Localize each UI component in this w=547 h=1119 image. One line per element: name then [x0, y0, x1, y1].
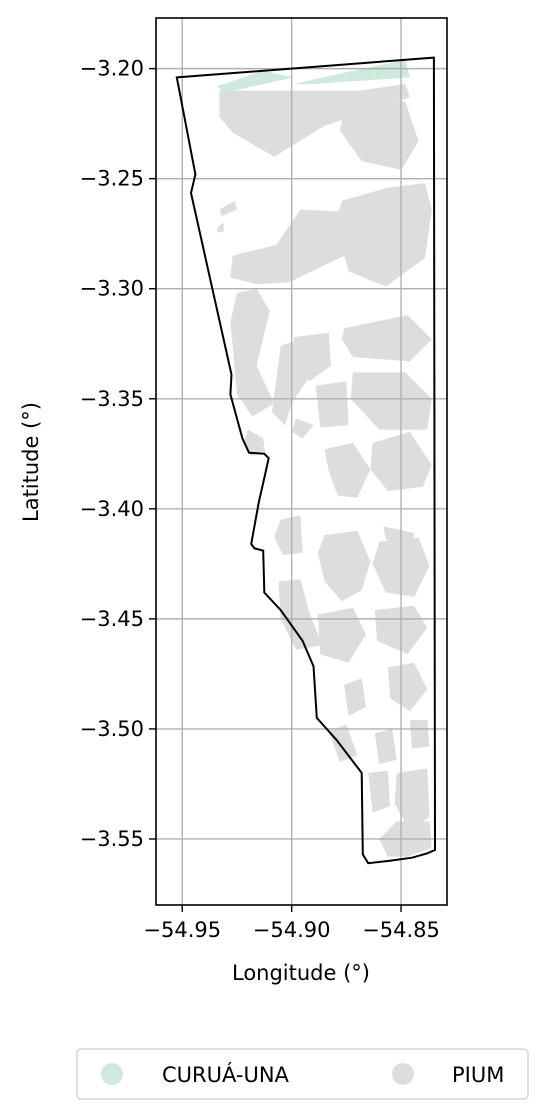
pium-area — [272, 339, 310, 426]
pium-area — [217, 222, 224, 233]
grid-lines — [156, 18, 447, 905]
municipality-boundary — [175, 56, 437, 865]
legend-frame — [76, 1048, 529, 1100]
y-axis-label: Latitude (°) — [19, 402, 43, 522]
y-tick-label: −3.20 — [80, 57, 144, 81]
pium-area — [344, 678, 366, 716]
pium-area — [350, 372, 432, 430]
y-tick-label: −3.30 — [80, 277, 144, 301]
curua-una-area — [293, 59, 410, 84]
y-tick-label: −3.40 — [80, 497, 144, 521]
x-tick-label: −54.85 — [362, 918, 440, 942]
legend-label-pium: PIUM — [452, 1063, 504, 1087]
x-tick-label: −54.90 — [253, 918, 331, 942]
y-tick-label: −3.55 — [80, 827, 144, 851]
y-axis: −3.20 −3.25 −3.30 −3.35 −3.40 −3.45 −3.50 −3.55 — [80, 57, 156, 851]
pium-area — [387, 662, 428, 712]
pium-area — [339, 99, 419, 170]
pium-area — [374, 728, 397, 765]
plot-frame — [155, 17, 448, 906]
pium-area — [335, 183, 432, 287]
pium-area — [230, 209, 345, 285]
x-axis-label: Longitude (°) — [232, 961, 370, 985]
pium-area — [368, 770, 391, 813]
pium-area — [315, 381, 349, 428]
pium-area — [278, 579, 323, 650]
pium-area — [324, 442, 371, 498]
y-tick-label: −3.25 — [80, 167, 144, 191]
pium-area — [219, 200, 237, 217]
pium-area — [317, 530, 371, 602]
pium-area — [342, 315, 432, 362]
x-axis: −54.95 −54.90 −54.85 — [143, 905, 440, 942]
legend: CURUÁ-UNA PIUM — [76, 1048, 529, 1100]
curua-una-area — [217, 70, 294, 93]
pium-area — [317, 607, 366, 663]
pium-area — [328, 724, 358, 762]
pium-areas-layer — [217, 84, 432, 857]
pium-area — [230, 288, 275, 417]
x-tick-label: −54.95 — [143, 918, 221, 942]
y-tick-label: −3.45 — [80, 607, 144, 631]
y-tick-label: −3.50 — [80, 717, 144, 741]
pium-area — [409, 720, 430, 749]
legend-label-curua-una: CURUÁ-UNA — [162, 1062, 290, 1087]
pium-area — [243, 429, 266, 456]
y-tick-label: −3.35 — [80, 387, 144, 411]
pium-area — [291, 418, 314, 439]
legend-marker-curua-una — [101, 1063, 123, 1085]
legend-marker-pium — [392, 1063, 414, 1085]
municipality-boundary-layer — [175, 56, 437, 865]
pium-area — [394, 768, 430, 831]
pium-area — [274, 515, 303, 555]
curua-una-areas-layer — [217, 59, 410, 93]
